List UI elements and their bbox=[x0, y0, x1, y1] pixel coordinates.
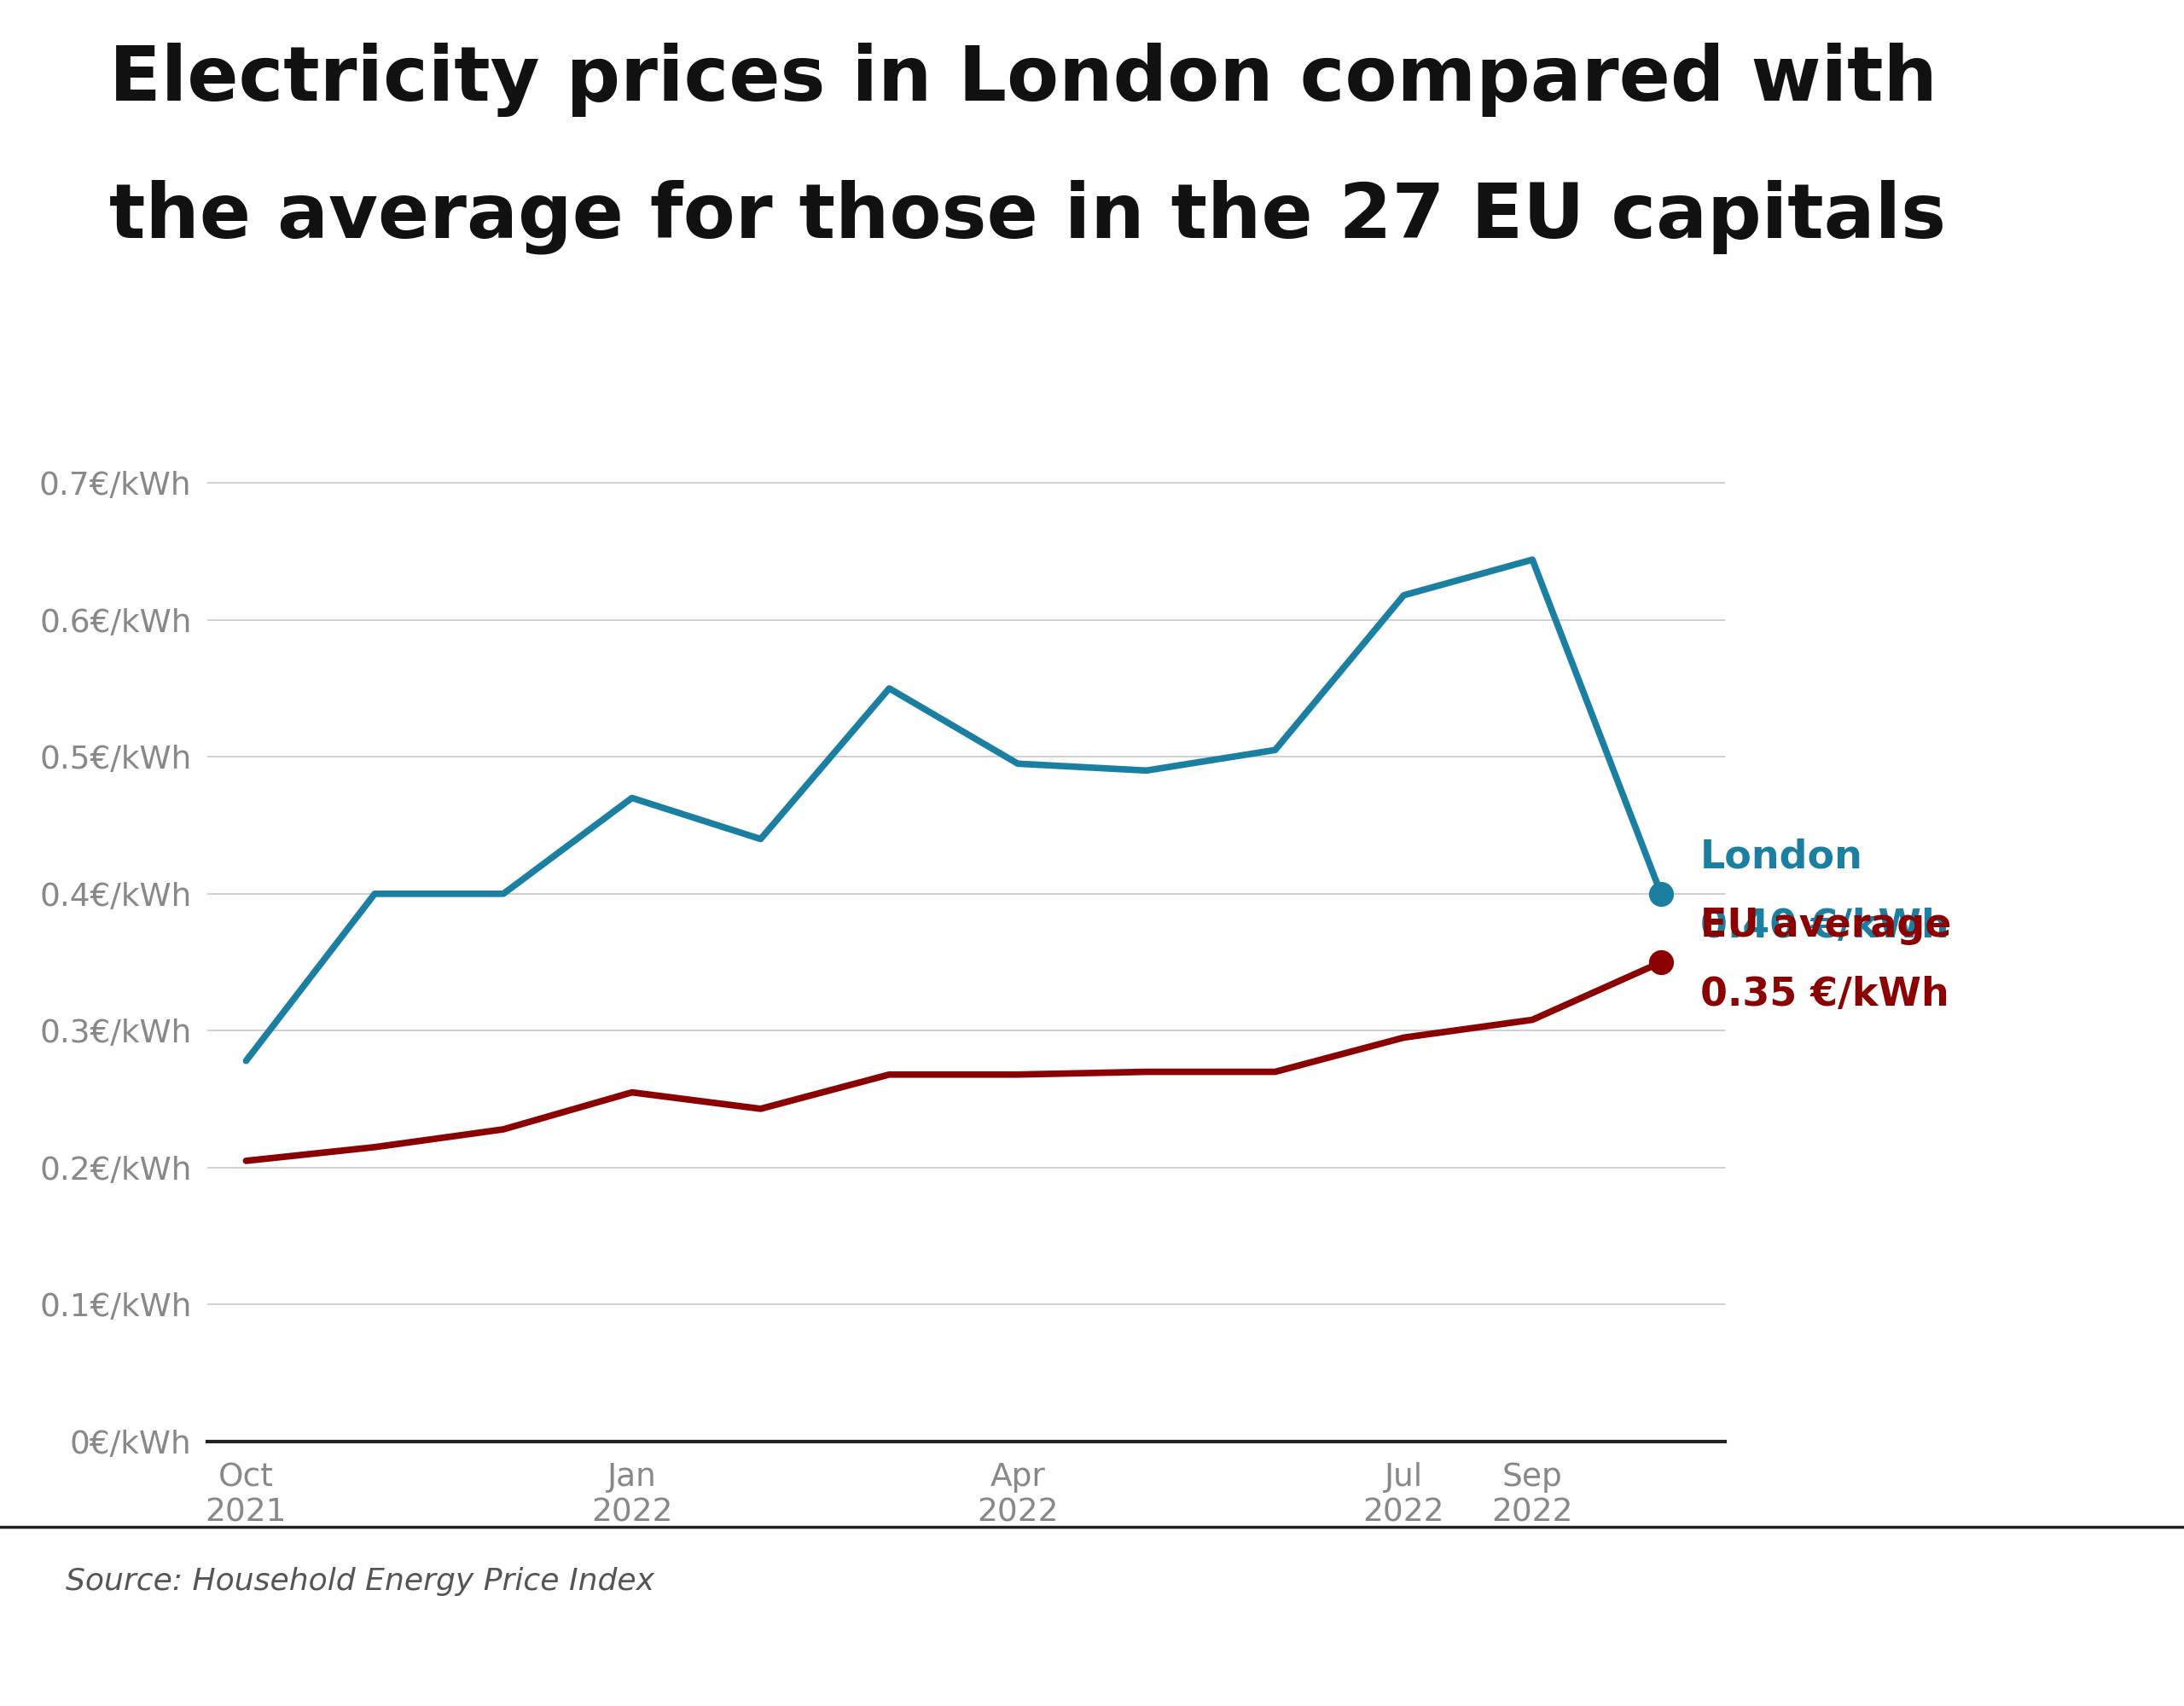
Text: EU average: EU average bbox=[1701, 908, 1952, 945]
Text: London: London bbox=[1701, 838, 1863, 877]
Text: 0.35 €/kWh: 0.35 €/kWh bbox=[1701, 976, 1950, 1015]
Text: B: B bbox=[1974, 1600, 2001, 1638]
Point bbox=[1645, 880, 1679, 908]
Point bbox=[1645, 949, 1679, 976]
Text: Electricity prices in London compared with: Electricity prices in London compared wi… bbox=[109, 43, 1937, 116]
Text: B: B bbox=[1872, 1600, 1898, 1638]
Text: the average for those in the 27 EU capitals: the average for those in the 27 EU capit… bbox=[109, 179, 1946, 254]
Text: Source: Household Energy Price Index: Source: Household Energy Price Index bbox=[66, 1566, 655, 1597]
Text: 0.40 €/kWh: 0.40 €/kWh bbox=[1701, 908, 1950, 945]
Text: C: C bbox=[2077, 1600, 2103, 1638]
